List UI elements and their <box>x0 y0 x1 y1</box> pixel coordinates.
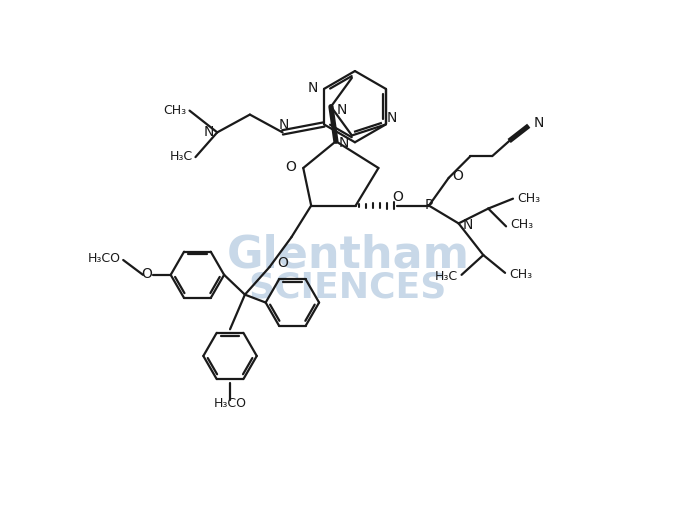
Text: O: O <box>392 190 403 204</box>
Text: CH₃: CH₃ <box>509 268 532 281</box>
Text: O: O <box>141 267 152 281</box>
Text: O: O <box>452 169 464 183</box>
Text: Glentham: Glentham <box>226 233 470 277</box>
Text: CH₃: CH₃ <box>164 104 187 117</box>
Text: H₃C: H₃C <box>434 270 457 283</box>
Text: N: N <box>337 102 347 116</box>
Text: H₃CO: H₃CO <box>214 397 246 410</box>
Text: N: N <box>387 111 397 124</box>
Text: O: O <box>278 256 288 270</box>
Text: P: P <box>425 198 433 212</box>
Text: H₃C: H₃C <box>169 150 193 163</box>
Text: H₃CO: H₃CO <box>88 252 121 265</box>
Text: N: N <box>308 81 318 95</box>
Text: N: N <box>339 136 349 150</box>
Text: SCIENCES: SCIENCES <box>248 271 448 305</box>
Text: N: N <box>204 125 214 139</box>
Text: CH₃: CH₃ <box>510 218 533 231</box>
Text: N: N <box>534 116 544 131</box>
Text: O: O <box>285 160 296 174</box>
Text: N: N <box>463 218 473 232</box>
Text: N: N <box>278 119 289 133</box>
Text: CH₃: CH₃ <box>517 192 540 205</box>
